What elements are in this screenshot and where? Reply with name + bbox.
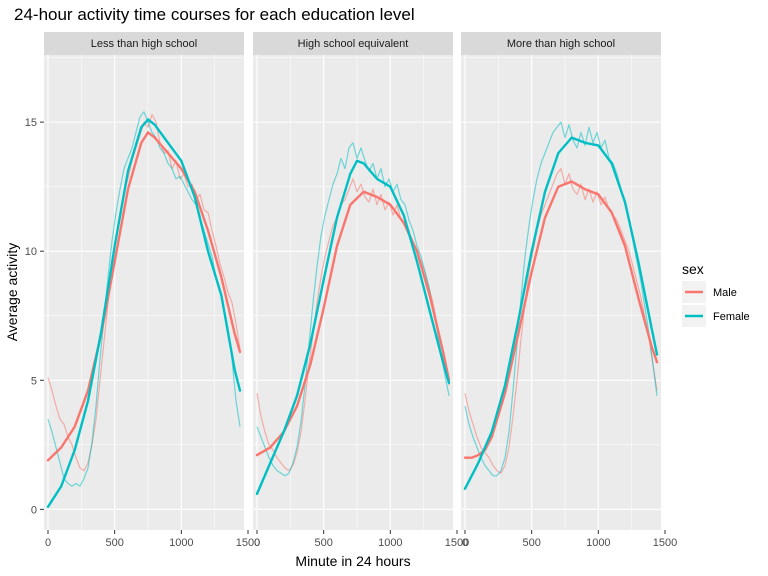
x-axis-title: Minute in 24 hours [295, 553, 410, 569]
facet-panel: Less than high school 0 500 1000 1500 [44, 32, 260, 549]
x-tick-label: 500 [105, 537, 123, 549]
x-tick-label: 1000 [378, 537, 402, 549]
legend-label: Male [713, 287, 737, 299]
legend: sex Male Female [682, 261, 750, 327]
smooth-line-male [255, 190, 451, 457]
x-tick-label: 1500 [653, 537, 677, 549]
facet-strip-label: High school equivalent [298, 38, 409, 50]
legend-label: Female [713, 311, 750, 323]
x-tick-label: 0 [254, 537, 260, 549]
x-tick-label: 1500 [236, 537, 260, 549]
x-tick-label: 500 [314, 537, 332, 549]
facet-strip [44, 32, 244, 55]
smooth-line-female [255, 159, 451, 496]
facet-strip-label: Less than high school [91, 38, 197, 50]
panel-background [44, 55, 244, 530]
smooth-line-female [463, 136, 659, 490]
raw-activity-line-female [47, 111, 241, 487]
smooth-line-female [46, 118, 242, 508]
y-tick-label: 0 [31, 504, 37, 516]
legend-title: sex [682, 261, 704, 277]
y-tick-label: 5 [31, 375, 37, 387]
facet-strip [253, 32, 453, 55]
y-tick-label: 10 [25, 246, 37, 258]
x-tick-label: 500 [522, 537, 540, 549]
x-tick-label: 0 [462, 537, 468, 549]
x-tick-label: 1500 [445, 537, 469, 549]
chart-title: 24-hour activity time courses for each e… [14, 5, 415, 24]
facet-strip [461, 32, 661, 55]
facet-panel: High school equivalent 0 500 1000 1500 [253, 32, 469, 549]
facet-strip-label: More than high school [507, 38, 615, 50]
facet-panel: More than high school 0 500 1000 1500 [461, 32, 677, 549]
raw-activity-line-female [256, 142, 450, 477]
panel-background [253, 55, 453, 530]
y-tick-label: 15 [25, 117, 37, 129]
panel-background [461, 55, 661, 530]
y-axis-title: Average activity [4, 243, 20, 342]
raw-activity-line-male [464, 168, 658, 474]
x-tick-label: 0 [45, 537, 51, 549]
smooth-line-male [46, 131, 242, 462]
x-tick-label: 1000 [169, 537, 193, 549]
x-tick-label: 1000 [586, 537, 610, 549]
raw-activity-line-male [47, 113, 241, 472]
